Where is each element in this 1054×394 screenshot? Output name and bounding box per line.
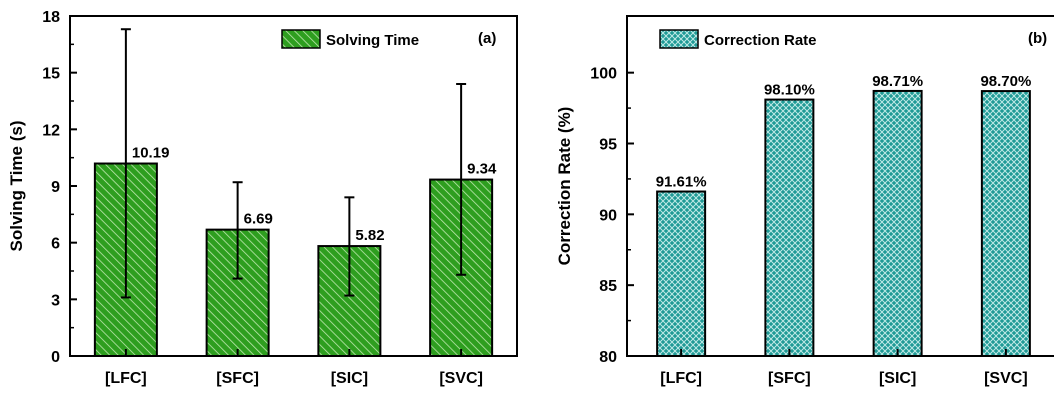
x-tick-label: [SVC] [439, 370, 483, 387]
bar [764, 98, 815, 357]
y-axis: 80 85 90 95 100 [590, 66, 634, 366]
x-tick-label: [SIC] [331, 370, 368, 387]
x-tick-label: [SVC] [984, 370, 1028, 387]
y-tick-label: 9 [51, 179, 60, 196]
panel-tag: (a) [478, 30, 496, 47]
data-label: 98.10% [764, 82, 815, 99]
data-label: 98.71% [872, 73, 923, 90]
y-tick-label: 0 [51, 349, 60, 366]
bar [656, 190, 707, 357]
x-axis: [LFC] [SFC] [SIC] [SVC] [105, 349, 483, 387]
x-axis: [LFC] [SFC] [SIC] [SVC] [660, 349, 1028, 387]
plot-frame [626, 15, 1054, 357]
y-tick-label: 3 [51, 292, 60, 309]
legend-swatch [281, 29, 321, 49]
legend: Solving Time [281, 29, 419, 49]
y-tick-label: 6 [51, 236, 60, 253]
y-axis-title: Correction Rate (%) [555, 107, 574, 266]
legend: Correction Rate [659, 29, 817, 49]
bars: 91.61% 98.10% 98.71% 98.70% [656, 73, 1031, 357]
y-tick-label: 100 [590, 66, 617, 83]
panel-tag: (b) [1028, 30, 1047, 47]
data-label: 91.61% [656, 174, 707, 191]
data-label: 98.70% [980, 73, 1031, 90]
x-tick-label: [LFC] [660, 370, 702, 387]
y-tick-label: 80 [599, 349, 617, 366]
y-tick-label: 15 [42, 66, 60, 83]
data-label: 9.34 [467, 161, 497, 178]
y-tick-label: 18 [42, 9, 60, 26]
x-tick-label: [LFC] [105, 370, 147, 387]
x-tick-label: [SFC] [768, 370, 811, 387]
y-axis: 0 3 6 9 12 15 18 [42, 9, 77, 366]
x-tick-label: [SFC] [216, 370, 259, 387]
data-label: 5.82 [355, 227, 384, 244]
y-tick-label: 90 [599, 207, 617, 224]
data-label: 6.69 [244, 211, 273, 228]
legend-swatch [659, 29, 699, 49]
y-axis-title: Solving Time (s) [7, 121, 26, 252]
correction-rate-chart: 80 85 90 95 100 91.61% 98.10% 98.71% 98.70% [LF… [555, 15, 1054, 387]
legend-label: Correction Rate [704, 32, 817, 49]
y-tick-label: 85 [599, 278, 617, 295]
data-label: 10.19 [132, 145, 170, 162]
y-tick-label: 12 [42, 122, 60, 139]
bars: 10.19 6.69 5.82 9.34 [93, 28, 497, 357]
legend-label: Solving Time [326, 32, 419, 49]
y-tick-label: 95 [599, 137, 617, 154]
bar [980, 90, 1031, 357]
x-tick-label: [SIC] [879, 370, 916, 387]
bar [872, 89, 923, 357]
